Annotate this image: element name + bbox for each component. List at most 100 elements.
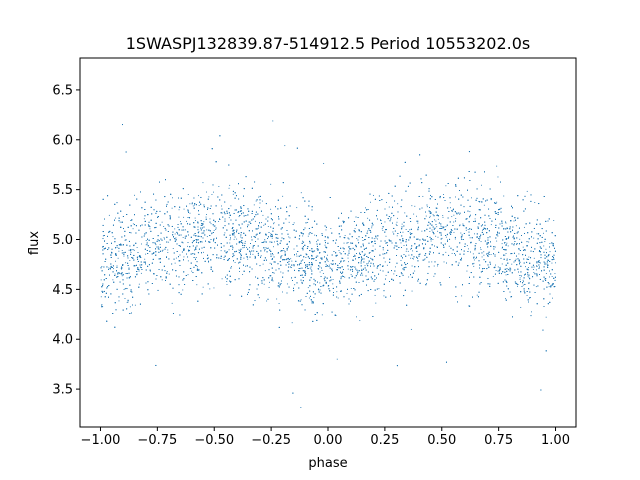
data-point [399, 238, 401, 240]
data-point [288, 221, 290, 223]
data-point [367, 230, 368, 232]
data-point [519, 279, 521, 280]
data-point [258, 297, 260, 299]
data-point [263, 224, 265, 226]
data-point [104, 240, 106, 242]
data-point [332, 283, 334, 285]
data-point [149, 228, 151, 230]
data-point [461, 295, 463, 297]
data-point [130, 232, 132, 234]
data-point [305, 264, 306, 266]
data-point [209, 218, 211, 220]
data-point [198, 231, 200, 233]
data-point [116, 247, 118, 249]
data-point [534, 202, 536, 203]
data-point [344, 260, 346, 262]
data-point [260, 255, 262, 257]
data-point [445, 236, 447, 238]
data-point [236, 238, 238, 240]
data-point [449, 207, 451, 209]
data-point [368, 229, 370, 231]
data-point [272, 254, 274, 256]
data-point [326, 259, 328, 261]
data-point [519, 277, 521, 279]
data-point [139, 266, 141, 268]
data-point [459, 213, 461, 215]
data-point [291, 322, 293, 324]
data-point [208, 196, 210, 198]
data-point [365, 207, 366, 209]
data-point [167, 252, 169, 253]
data-point [115, 217, 117, 219]
data-point [492, 276, 494, 277]
data-point [343, 250, 345, 252]
data-point [262, 263, 264, 265]
data-point [337, 266, 339, 268]
data-point [269, 262, 271, 264]
data-point [307, 222, 309, 223]
data-point [440, 225, 442, 227]
data-point [545, 248, 547, 250]
data-point [452, 209, 454, 211]
data-point [496, 165, 498, 167]
data-point [118, 300, 120, 302]
data-point [125, 273, 127, 274]
data-point [159, 243, 161, 245]
data-point [442, 215, 444, 217]
data-point [497, 270, 499, 272]
data-point [433, 265, 435, 267]
data-point [429, 254, 431, 255]
data-point [272, 280, 274, 282]
data-point [270, 208, 272, 210]
data-point [432, 239, 434, 240]
data-point [409, 229, 411, 231]
data-point [545, 316, 547, 318]
data-point [301, 281, 303, 283]
data-point [371, 225, 373, 227]
data-point [451, 216, 453, 218]
data-point [112, 279, 114, 281]
data-point [272, 120, 274, 122]
data-point [138, 283, 140, 285]
data-point [247, 258, 249, 260]
data-point [121, 267, 123, 269]
data-point [552, 297, 553, 299]
data-point [337, 297, 339, 299]
data-point [332, 279, 334, 280]
data-point [445, 251, 447, 253]
data-point [317, 248, 319, 250]
data-point [483, 254, 485, 256]
data-point [268, 286, 270, 288]
data-point [129, 306, 131, 308]
data-point [342, 257, 344, 259]
data-point [172, 248, 174, 249]
data-point [452, 210, 454, 212]
data-point [356, 238, 358, 239]
data-point [490, 254, 492, 255]
data-point [268, 247, 269, 249]
data-point [183, 256, 185, 258]
data-point [143, 218, 145, 220]
data-point [252, 253, 254, 255]
data-point [201, 232, 203, 234]
data-point [190, 267, 192, 269]
data-point [373, 238, 375, 240]
data-point [206, 229, 208, 231]
data-point [497, 235, 499, 237]
data-point [549, 251, 551, 253]
data-point [410, 248, 412, 250]
data-point [273, 222, 275, 224]
data-point [195, 265, 197, 266]
data-point [296, 255, 298, 257]
data-point [370, 201, 371, 203]
data-point [224, 232, 226, 234]
data-point [415, 246, 417, 248]
data-point [375, 302, 377, 304]
data-point [163, 226, 165, 227]
data-point [431, 261, 433, 263]
data-point [520, 306, 522, 308]
data-point [261, 222, 263, 224]
data-point [476, 294, 478, 296]
data-point [501, 263, 503, 265]
